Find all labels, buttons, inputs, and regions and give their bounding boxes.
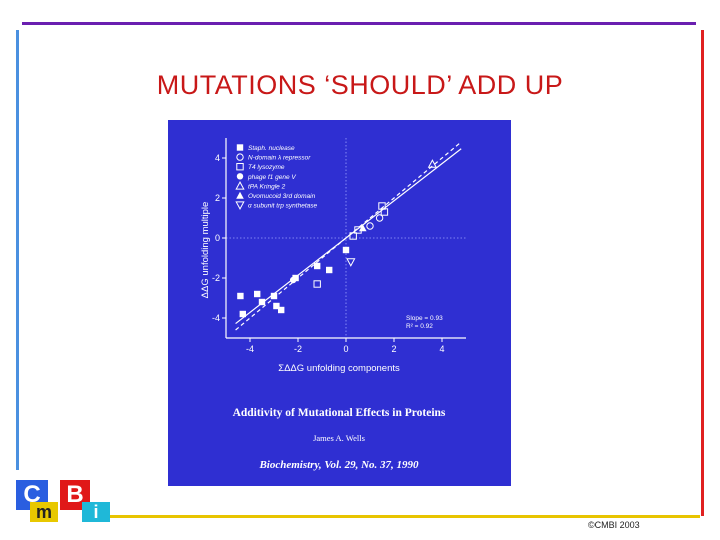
legend-entry: α subunit trp synthetase	[248, 203, 317, 210]
y-axis-label: ΔΔG unfolding multiple	[200, 202, 211, 299]
caption-author: James A. Wells	[313, 433, 365, 443]
scatter-plot: -4 -2 0 2 4 -4 -2 0 2 4 Staph. nuclease N-domain λ…	[200, 138, 466, 471]
legend-entry: tPA Kringle 2	[248, 183, 286, 190]
data-point	[313, 280, 321, 288]
bottom-rule	[104, 515, 700, 518]
legend-entry: phage f1 gene V	[247, 174, 296, 181]
cmbi-logo: C m B i	[14, 478, 110, 522]
legend: Staph. nuclease N-domain λ repressor T4 ly…	[235, 144, 317, 210]
x-axis-label: ΣΔΔG unfolding components	[278, 363, 400, 374]
y-tick-label: -2	[212, 273, 220, 283]
data-point	[427, 159, 438, 168]
x-tick-label: 0	[343, 344, 348, 354]
right-rule	[701, 30, 704, 516]
scanned-figure: -4 -2 0 2 4 -4 -2 0 2 4 Staph. nuclease N-domain λ…	[168, 120, 511, 486]
y-tick-label: 0	[215, 233, 220, 243]
logo-letter-i: i	[82, 502, 110, 522]
data-point	[380, 208, 389, 216]
legend-marker	[236, 144, 244, 151]
fit-slope-label: Slope = 0.93	[406, 315, 443, 322]
x-tick-label: -4	[246, 344, 254, 354]
legend-marker	[236, 173, 244, 180]
x-tick-label: 2	[391, 344, 396, 354]
data-point	[346, 258, 356, 267]
left-rule	[16, 30, 19, 470]
caption-title: Additivity of Mutational Effects in Prot…	[233, 407, 446, 419]
data-point	[326, 266, 333, 274]
y-tick-label: -4	[212, 313, 220, 323]
legend-marker	[236, 163, 244, 171]
top-rule	[22, 22, 696, 25]
y-tick-label: 2	[215, 193, 220, 203]
data-point	[342, 246, 350, 254]
x-tick-label: -2	[294, 344, 302, 354]
copyright: ©CMBI 2003	[588, 520, 640, 530]
caption-journal: Biochemistry, Vol. 29, No. 37, 1990	[258, 459, 419, 471]
fit-r2-label: R² = 0.92	[406, 323, 433, 330]
data-point	[239, 310, 246, 318]
data-point	[254, 290, 261, 298]
slide-title: MUTATIONS ‘SHOULD’ ADD UP	[156, 70, 564, 100]
data-point	[359, 224, 367, 232]
plot-axes: -4 -2 0 2 4 -4 -2 0 2 4	[212, 138, 466, 354]
legend-marker	[236, 153, 244, 161]
data-point	[270, 292, 278, 300]
legend-marker	[236, 191, 244, 199]
legend-entry: Staph. nuclease	[248, 145, 295, 152]
data-point	[273, 302, 280, 310]
legend-entry: T4 lysozyme	[248, 164, 285, 171]
data-point	[290, 276, 297, 284]
data-point	[278, 306, 285, 314]
data-point	[349, 232, 357, 240]
data-point	[375, 214, 384, 222]
y-tick-label: 4	[215, 153, 220, 163]
logo-letter-m: m	[30, 502, 58, 522]
x-tick-label: 4	[439, 344, 444, 354]
data-point	[314, 262, 321, 270]
data-point	[258, 298, 266, 306]
legend-marker	[235, 201, 245, 210]
legend-marker	[235, 181, 245, 190]
plot-points	[237, 159, 438, 318]
legend-entry: Ovomucoid 3rd domain	[248, 193, 316, 200]
legend-entry: N-domain λ repressor	[248, 155, 311, 162]
data-point	[237, 292, 244, 300]
data-point	[366, 222, 374, 230]
